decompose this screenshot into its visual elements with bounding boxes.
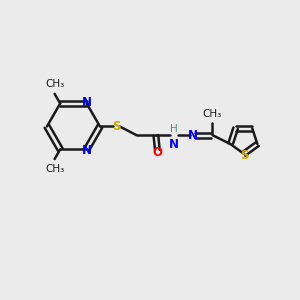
Text: N: N [169, 138, 178, 151]
Text: N: N [82, 95, 92, 109]
Text: S: S [112, 120, 120, 133]
Text: O: O [152, 146, 162, 159]
Text: CH₃: CH₃ [202, 109, 221, 119]
Text: CH₃: CH₃ [45, 164, 64, 174]
Text: CH₃: CH₃ [45, 79, 64, 88]
Text: H: H [170, 124, 178, 134]
Text: N: N [188, 129, 197, 142]
Text: N: N [82, 144, 92, 158]
Text: S: S [240, 149, 248, 162]
